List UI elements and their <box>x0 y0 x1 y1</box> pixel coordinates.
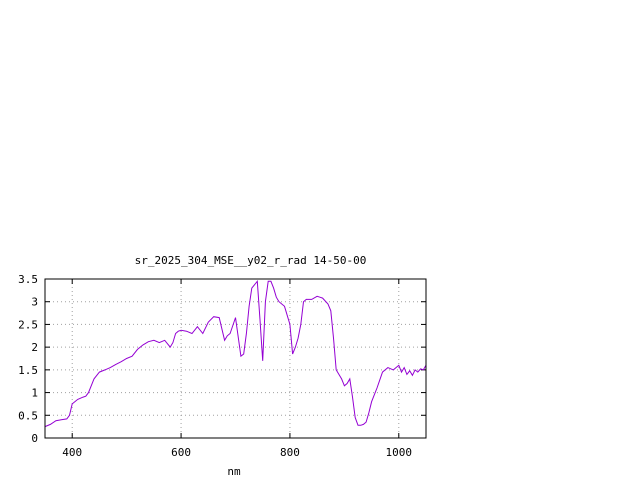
y-tick-label: 1.5 <box>18 364 38 377</box>
y-tick-label: 0 <box>31 432 38 445</box>
x-tick-label: 1000 <box>386 446 413 459</box>
y-tick-labels: 0 0.5 1 1.5 2 2.5 3 3.5 <box>18 273 38 445</box>
x-tick-label: 600 <box>171 446 191 459</box>
series-layer <box>44 279 427 428</box>
chart-title: sr_2025_304_MSE__y02_r_rad 14-50-00 <box>135 254 367 267</box>
series-line <box>44 279 427 428</box>
y-tick-label: 3 <box>31 296 38 309</box>
x-tick-label: 800 <box>280 446 300 459</box>
grid-lines <box>45 279 426 438</box>
y-tick-label: 3.5 <box>18 273 38 286</box>
plot-frame <box>44 278 427 439</box>
x-tick-labels: 400 600 800 1000 <box>62 446 412 459</box>
y-tick-label: 2.5 <box>18 318 38 331</box>
y-tick-label: 0.5 <box>18 409 38 422</box>
x-axis-label: nm <box>227 465 241 478</box>
axis-ticks <box>45 278 426 439</box>
y-tick-label: 2 <box>31 341 38 354</box>
x-tick-label: 400 <box>62 446 82 459</box>
y-tick-label: 1 <box>31 387 38 400</box>
